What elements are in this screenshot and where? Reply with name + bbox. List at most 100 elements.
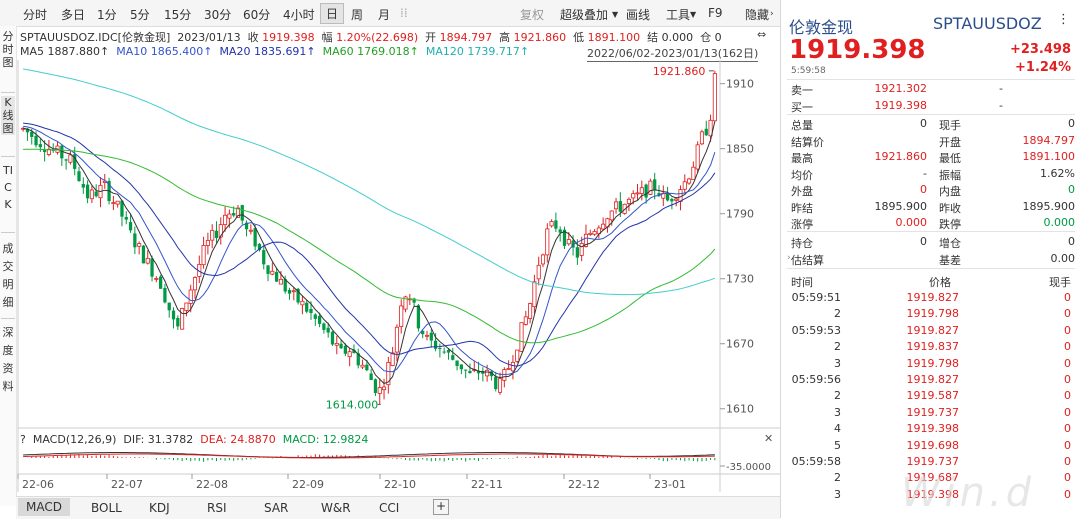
trade-time: 3 — [834, 405, 841, 419]
bid1-volume: - — [999, 99, 1003, 112]
candle-body-up — [626, 198, 631, 204]
watermark: Win.d — [901, 470, 1036, 516]
draw-line-button[interactable]: 画线 — [626, 8, 651, 22]
macd-help-icon[interactable]: ? — [20, 433, 26, 446]
f9-button[interactable]: F9 — [708, 6, 723, 20]
indicator-tab-kdj[interactable]: KDJ — [149, 501, 170, 515]
candle-body-down — [468, 370, 472, 373]
side-tab-kline[interactable]: K线图 — [1, 96, 15, 135]
instrument-code: SPTAUUSDOZ.IDC[伦敦金现] — [20, 31, 171, 44]
ma-legend-line: MA5 1887.880↑ MA10 1865.400↑ MA20 1835.6… — [20, 45, 529, 58]
candle-body-down — [575, 247, 580, 258]
chart-grid — [17, 60, 780, 492]
period-tab-多日[interactable]: 多日 — [61, 8, 86, 22]
add-indicator-button[interactable]: + — [433, 499, 449, 515]
candle-body-up — [205, 240, 210, 246]
overlay-button[interactable]: 超级叠加 — [560, 8, 609, 22]
candle-body-down — [356, 353, 360, 366]
x-tick-label: 22-06 — [22, 478, 54, 491]
candle-body-up — [523, 316, 528, 325]
candle-body-down — [77, 171, 81, 182]
stat-label: 跌停 — [939, 218, 961, 231]
position-label: 仓 — [700, 31, 712, 44]
candle-body-down — [141, 245, 146, 264]
side-tab-intraday[interactable]: 分时图 — [1, 30, 15, 69]
candle-body-up — [532, 281, 537, 308]
macd-value: MACD: 12.9824 — [282, 433, 369, 446]
period-tab-5分[interactable]: 5分 — [130, 8, 150, 22]
candle-body-down — [339, 343, 343, 349]
candle-body-up — [115, 200, 120, 205]
period-tab-周[interactable]: 周 — [351, 8, 364, 22]
period-tab-1分[interactable]: 1分 — [97, 8, 117, 22]
candle-body-down — [257, 243, 262, 251]
candle-body-down — [365, 364, 369, 371]
indicator-tab-boll[interactable]: BOLL — [91, 501, 122, 515]
candle-body-up — [639, 187, 644, 194]
candle-body-down — [232, 213, 236, 216]
settle-value: 0.000 — [661, 31, 694, 44]
overlay-dropdown-icon[interactable]: ▼ — [612, 10, 619, 19]
hide-arrow-icon[interactable]: › — [770, 9, 774, 19]
stat-value: 0 — [920, 117, 927, 130]
price-annotations: 1921.860 1614.000 — [326, 65, 714, 411]
candle-body-down — [163, 288, 167, 303]
open-value: 1894.797 — [439, 31, 493, 44]
candle-body-down — [214, 230, 219, 238]
divider — [787, 268, 1075, 269]
candle-body-up — [674, 198, 679, 201]
high-label: 高 — [499, 31, 511, 44]
period-toolbar: 分时 多日 1分 5分 15分 30分 60分 4小时 日 周 月 ⁞⁞ 复权 … — [0, 0, 780, 27]
trades-header-time: 时间 — [791, 276, 813, 289]
candle-body-down — [421, 330, 425, 335]
tools-button[interactable]: 工具 — [666, 8, 691, 22]
candle-body-up — [648, 180, 653, 195]
indicator-tab-rsi[interactable]: RSI — [207, 501, 227, 515]
candle-body-down — [494, 376, 498, 390]
macd-dif: DIF: 31.3782 — [123, 433, 194, 446]
side-divider — [1, 318, 15, 319]
divider — [787, 231, 1075, 232]
open-label: 开 — [425, 31, 437, 44]
period-tab-15分[interactable]: 15分 — [164, 8, 192, 22]
candle-body-up — [583, 233, 588, 247]
candle-body-up — [695, 144, 700, 170]
period-tab-分时[interactable]: 分时 — [23, 8, 48, 22]
indicator-tab-wr[interactable]: W&R — [321, 501, 351, 515]
period-tab-月[interactable]: 月 — [378, 8, 391, 22]
candle-body-up — [334, 343, 339, 346]
trade-time: 05:59:53 — [791, 323, 841, 337]
adjust-button[interactable]: 复权 — [520, 8, 545, 22]
stat-value: 1921.860 — [874, 150, 928, 163]
side-tab-trades[interactable]: 成交明细 — [1, 240, 15, 312]
period-tab-30分[interactable]: 30分 — [204, 8, 232, 22]
macd-close-icon[interactable]: ✕ — [764, 432, 774, 445]
side-tab-tick[interactable]: TICK — [1, 162, 15, 213]
candle-body-down — [38, 144, 42, 148]
expand-icon[interactable]: ⇔ — [757, 28, 767, 41]
indicator-tab-sar[interactable]: SAR — [264, 501, 289, 515]
tools-dropdown-icon[interactable]: ▼ — [690, 10, 697, 19]
candle-body-up — [68, 154, 73, 163]
more-periods-icon[interactable]: ⁞⁞ — [400, 6, 408, 20]
candle-body-up — [424, 334, 430, 337]
trade-price: 1919.587 — [906, 389, 960, 403]
quote-time: 5:59:58 — [791, 66, 826, 76]
indicator-tab-macd[interactable]: MACD — [18, 498, 70, 516]
candle-body-up — [248, 229, 253, 232]
trade-volume: 0 — [1064, 323, 1071, 337]
period-tab-4小时[interactable]: 4小时 — [283, 8, 315, 22]
side-tab-depth[interactable]: 深度资料 — [1, 324, 15, 396]
candle-body-up — [137, 243, 142, 247]
more-menu-icon[interactable]: ⋮ — [1057, 12, 1070, 27]
period-tab-60分[interactable]: 60分 — [243, 8, 271, 22]
period-tab-日[interactable]: 日 — [320, 3, 345, 24]
hide-button[interactable]: 隐藏 — [745, 8, 770, 22]
collapse-icon[interactable]: › — [787, 253, 791, 263]
macd-dif-line — [23, 452, 715, 458]
trade-volume: 0 — [1064, 307, 1071, 321]
indicator-tab-cci[interactable]: CCI — [379, 501, 400, 515]
candle-body-down — [51, 149, 55, 151]
trade-time: 3 — [834, 356, 841, 370]
